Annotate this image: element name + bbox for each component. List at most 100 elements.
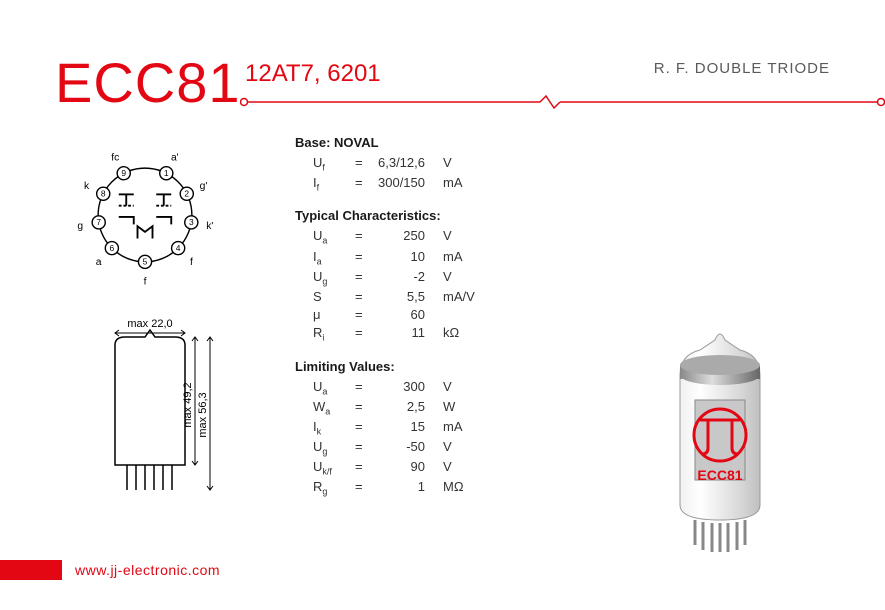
footer-accent-bar	[0, 560, 62, 580]
spec-label: Ua	[313, 227, 355, 247]
pin-label-9: fc	[111, 152, 119, 163]
spec-label: Ug	[313, 438, 355, 458]
pin-num-4: 4	[176, 243, 181, 253]
limiting-row: Ug=-50V	[295, 438, 483, 458]
pin-num-7: 7	[96, 217, 101, 227]
limiting-row: Rg=1MΩ	[295, 478, 483, 498]
base-row: Uf=6,3/12,6V	[295, 154, 483, 174]
spec-eq: =	[355, 458, 373, 478]
spec-value: 5,5	[373, 288, 443, 306]
pin-label-3: k'	[206, 221, 213, 232]
pin-num-5: 5	[143, 257, 148, 267]
spec-eq: =	[355, 154, 373, 174]
spec-eq: =	[355, 288, 373, 306]
spec-eq: =	[355, 306, 373, 324]
spec-label: Ri	[313, 324, 355, 344]
spec-label: Ua	[313, 378, 355, 398]
tube-type-subtitle: R. F. DOUBLE TRIODE	[654, 60, 830, 77]
spec-eq: =	[355, 438, 373, 458]
header-divider-line	[240, 92, 885, 112]
pin-num-8: 8	[101, 189, 106, 199]
typical-row: Ua=250V	[295, 227, 483, 247]
spec-value: 6,3/12,6	[373, 154, 443, 174]
spec-value: -50	[373, 438, 443, 458]
pin-num-1: 1	[164, 168, 169, 178]
spec-eq: =	[355, 378, 373, 398]
spec-label: μ	[313, 306, 355, 324]
pin-label-4: f	[190, 257, 193, 268]
specs-block: Base: NOVAL Uf=6,3/12,6VIf=300/150mA Typ…	[295, 135, 483, 499]
limiting-row: Ua=300V	[295, 378, 483, 398]
spec-eq: =	[355, 478, 373, 498]
spec-value: 11	[373, 324, 443, 344]
typical-row: S=5,5mA/V	[295, 288, 483, 306]
spec-unit: mA/V	[443, 288, 483, 306]
spec-unit: MΩ	[443, 478, 483, 498]
dim-width-label: max 22,0	[127, 318, 172, 330]
spec-value: 300	[373, 378, 443, 398]
spec-unit: mA	[443, 174, 483, 194]
model-name: ECC81	[55, 50, 241, 115]
spec-value: 1	[373, 478, 443, 498]
dim-h1-label: max 49,2	[182, 382, 194, 427]
spec-label: Rg	[313, 478, 355, 498]
model-aliases: 12AT7, 6201	[245, 60, 381, 88]
spec-value: 300/150	[373, 174, 443, 194]
pin-label-7: g	[77, 221, 83, 232]
spec-unit: V	[443, 438, 483, 458]
footer-url: www.jj-electronic.com	[75, 562, 220, 578]
spec-value: 15	[373, 418, 443, 438]
spec-value: 250	[373, 227, 443, 247]
pin-num-6: 6	[110, 243, 115, 253]
spec-value: 90	[373, 458, 443, 478]
limiting-row: Uk/f=90V	[295, 458, 483, 478]
tube-photo: ECC81	[645, 320, 795, 560]
pinout-diagram: 1a'2g'3k'4f5f6a7g8k9fc	[70, 135, 220, 295]
pin-label-5: f	[144, 276, 147, 287]
spec-unit: V	[443, 378, 483, 398]
spec-unit: V	[443, 154, 483, 174]
spec-unit: V	[443, 458, 483, 478]
tube-label: ECC81	[697, 467, 742, 483]
spec-label: S	[313, 288, 355, 306]
spec-label: Wa	[313, 398, 355, 418]
spec-unit: mA	[443, 248, 483, 268]
spec-eq: =	[355, 398, 373, 418]
spec-label: Ik	[313, 418, 355, 438]
spec-unit	[443, 306, 483, 324]
spec-unit: W	[443, 398, 483, 418]
spec-eq: =	[355, 227, 373, 247]
spec-unit: V	[443, 268, 483, 288]
spec-unit: V	[443, 227, 483, 247]
spec-eq: =	[355, 268, 373, 288]
pin-num-2: 2	[184, 189, 189, 199]
typical-row: Ia=10mA	[295, 248, 483, 268]
limiting-row: Ik=15mA	[295, 418, 483, 438]
base-heading: Base: NOVAL	[295, 135, 483, 150]
limiting-row: Wa=2,5W	[295, 398, 483, 418]
pin-label-1: a'	[171, 152, 179, 163]
spec-unit: mA	[443, 418, 483, 438]
spec-label: Ia	[313, 248, 355, 268]
spec-eq: =	[355, 324, 373, 344]
spec-eq: =	[355, 174, 373, 194]
limiting-heading: Limiting Values:	[295, 359, 483, 374]
spec-eq: =	[355, 248, 373, 268]
dimensions-diagram: max 22,0 max 49,2 max 56,3	[95, 315, 235, 515]
typical-row: Ri=11kΩ	[295, 324, 483, 344]
typical-row: μ=60	[295, 306, 483, 324]
spec-value: 60	[373, 306, 443, 324]
header: ECC81 12AT7, 6201 R. F. DOUBLE TRIODE	[55, 50, 830, 115]
typical-row: Ug=-2V	[295, 268, 483, 288]
spec-label: Uk/f	[313, 458, 355, 478]
pin-label-8: k	[84, 181, 90, 192]
spec-label: Uf	[313, 154, 355, 174]
spec-eq: =	[355, 418, 373, 438]
spec-label: Ug	[313, 268, 355, 288]
pin-label-2: g'	[200, 181, 208, 192]
typical-heading: Typical Characteristics:	[295, 208, 483, 223]
pin-label-6: a	[96, 257, 102, 268]
spec-value: -2	[373, 268, 443, 288]
spec-label: If	[313, 174, 355, 194]
pin-num-9: 9	[121, 168, 126, 178]
